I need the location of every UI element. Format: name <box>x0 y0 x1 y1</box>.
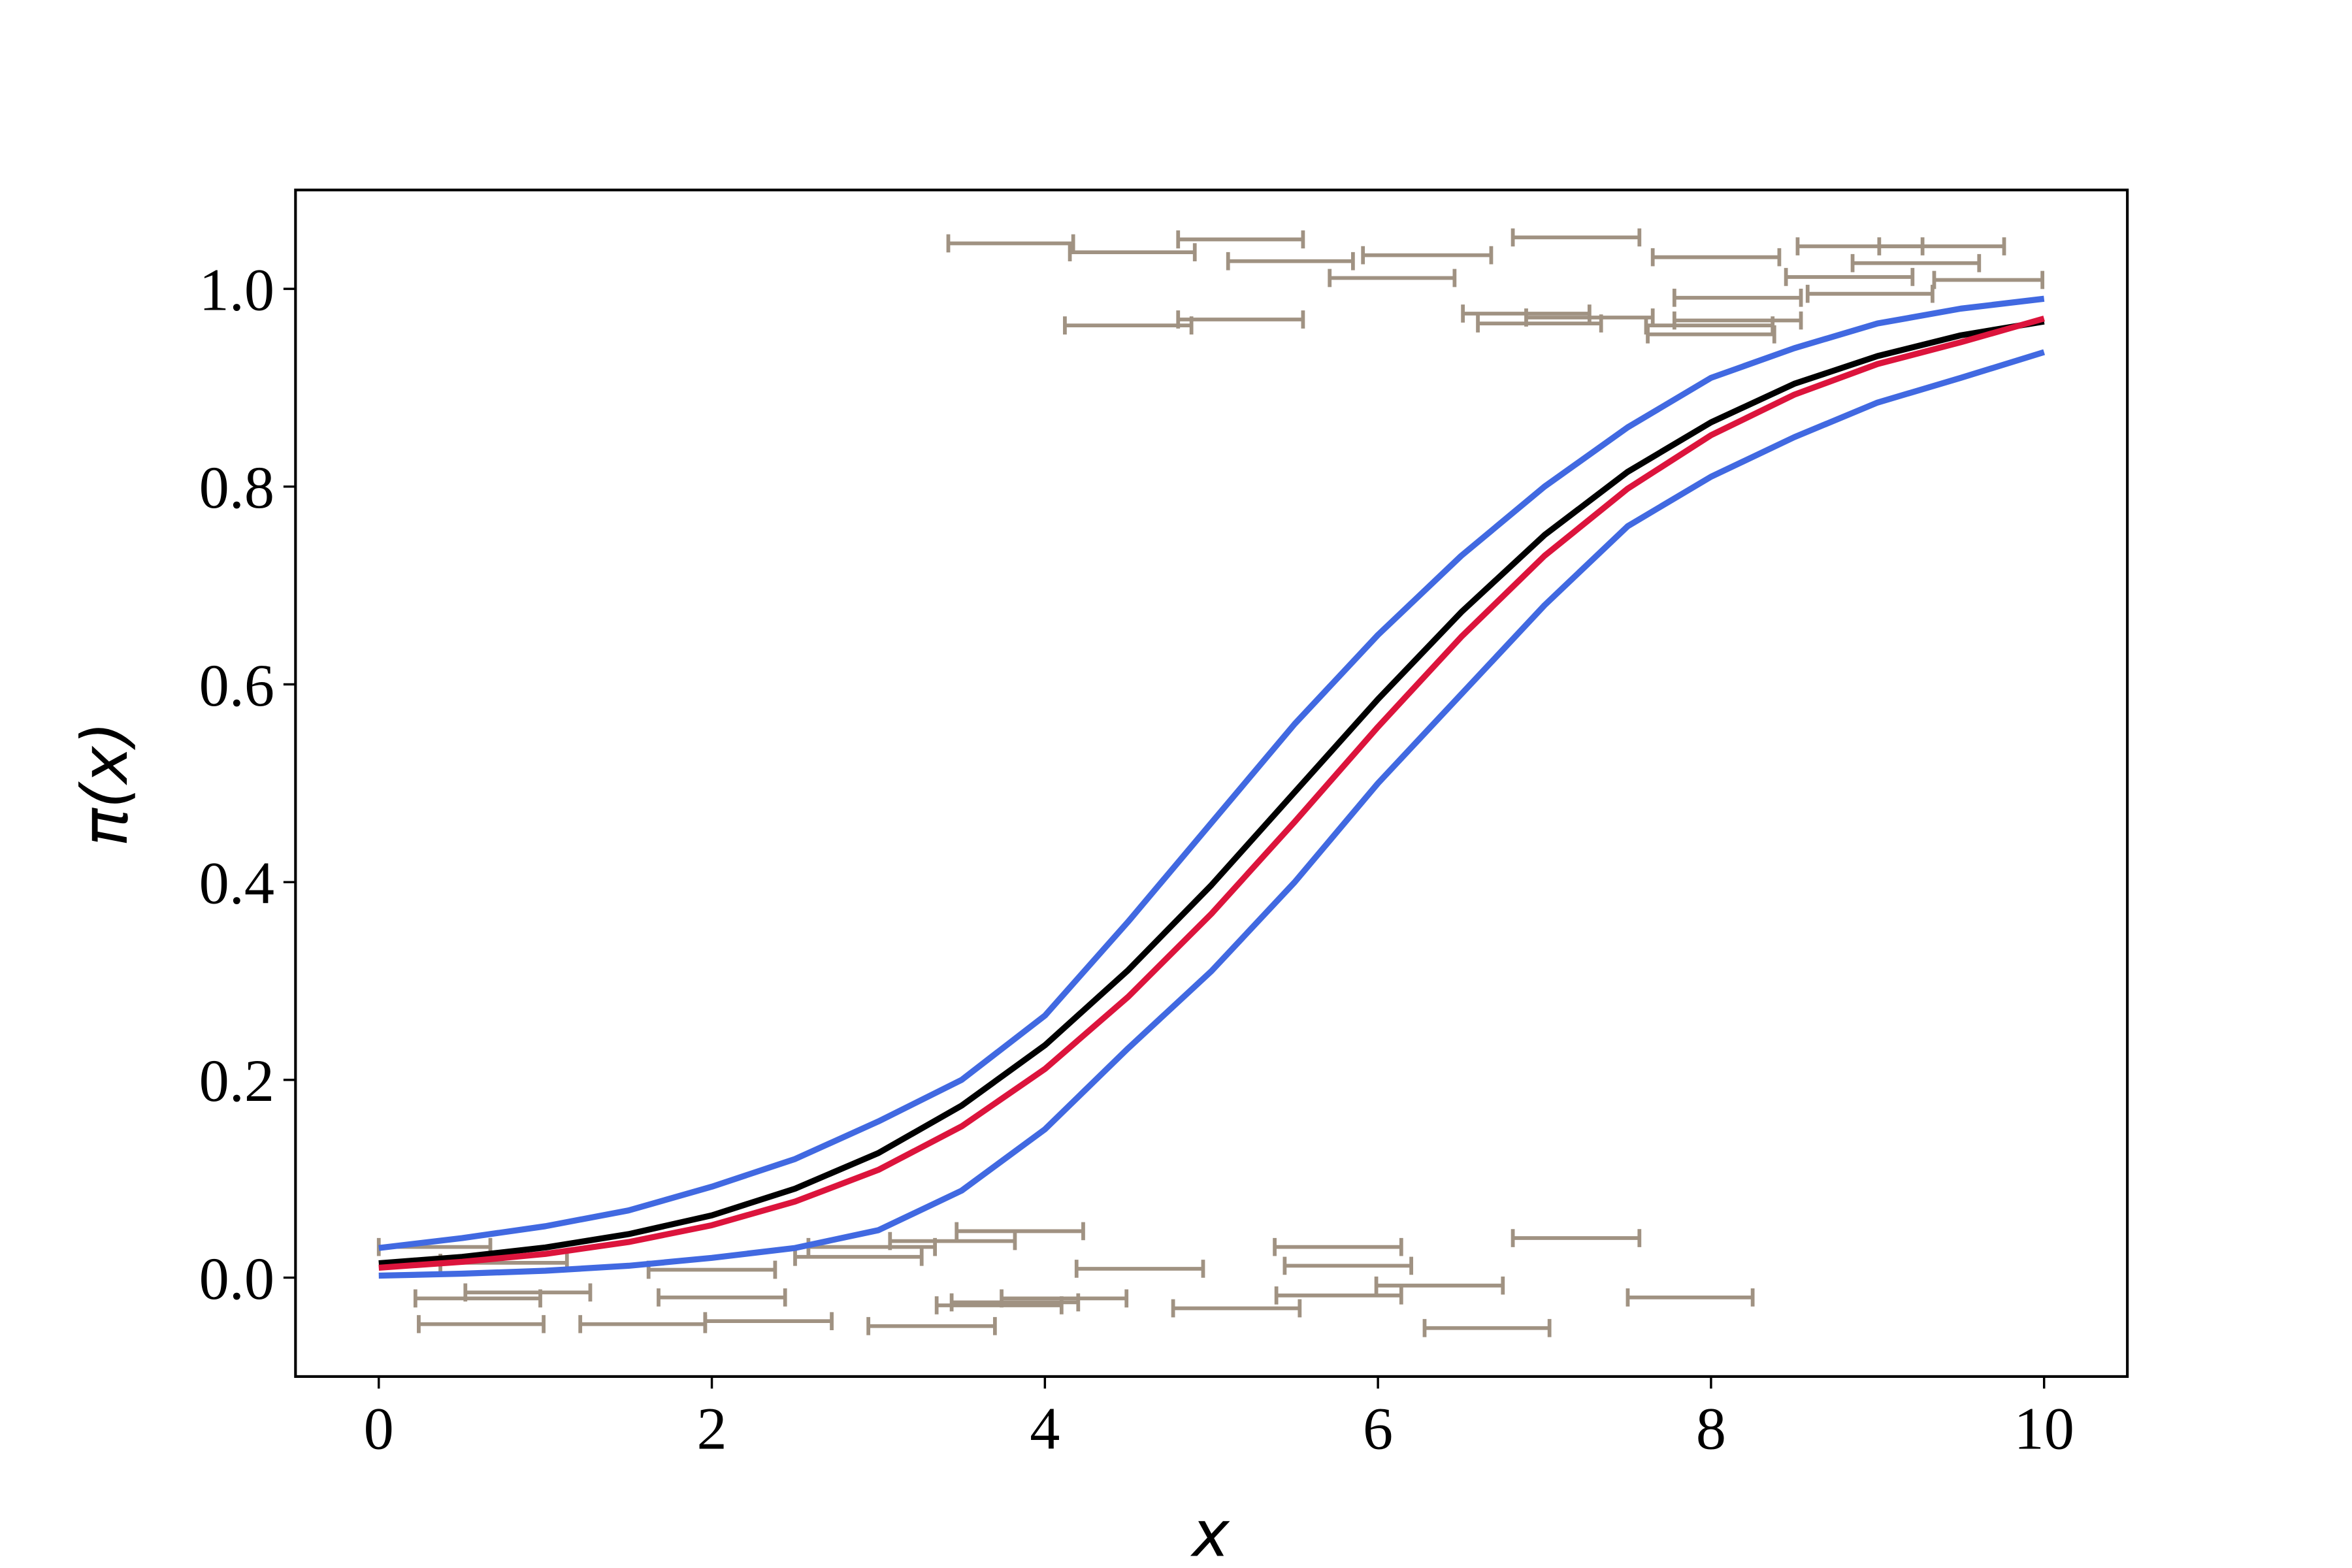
interval <box>1672 288 1803 307</box>
interval <box>1805 284 1935 303</box>
curve <box>378 295 2045 1251</box>
interval <box>1784 268 1915 286</box>
interval <box>1625 1288 1755 1307</box>
interval <box>946 234 1075 253</box>
y-tick-label: 0.6 <box>199 652 274 719</box>
interval <box>1877 237 2006 255</box>
curve <box>378 318 2045 1267</box>
interval <box>1672 311 1803 330</box>
plot-frame <box>294 188 2129 1378</box>
x-axis-label: x <box>1190 1497 1230 1568</box>
x-tick-label: 8 <box>1696 1396 1726 1462</box>
interval <box>1171 1299 1302 1318</box>
interval <box>1422 1318 1552 1337</box>
interval <box>1511 1229 1642 1247</box>
interval <box>1374 1276 1505 1295</box>
interval <box>866 1316 997 1335</box>
interval <box>1226 252 1355 270</box>
interval <box>1000 1289 1129 1308</box>
y-tick-label: 0.8 <box>199 454 274 521</box>
interval <box>1074 1260 1205 1278</box>
x-tick-label: 0 <box>364 1396 394 1462</box>
x-tick-label: 6 <box>1363 1396 1393 1462</box>
x-tick-label: 2 <box>696 1396 727 1462</box>
interval <box>1282 1256 1413 1275</box>
y-tick-label: 0.0 <box>199 1245 274 1312</box>
interval <box>1511 228 1642 247</box>
interval <box>1850 253 1982 272</box>
interval <box>888 1232 1017 1250</box>
x-tick-label: 10 <box>2014 1396 2074 1462</box>
interval <box>1176 310 1305 329</box>
interval <box>1068 243 1197 261</box>
y-tick-label: 0.4 <box>199 850 274 917</box>
y-axis-label: π(x) <box>68 721 142 846</box>
interval <box>1176 230 1305 249</box>
interval <box>1646 325 1776 344</box>
interval <box>657 1288 787 1307</box>
interval <box>1328 269 1457 287</box>
interval <box>417 1315 546 1333</box>
curve <box>378 316 2045 1271</box>
interval <box>1274 1286 1403 1305</box>
curve <box>378 349 2046 1279</box>
y-tick-label: 0.2 <box>199 1047 274 1114</box>
interval <box>463 1283 593 1302</box>
interval <box>949 1293 1081 1312</box>
x-tick-label: 4 <box>1030 1396 1060 1462</box>
interval <box>1650 248 1782 267</box>
y-tick-label: 1.0 <box>199 256 274 323</box>
interval <box>703 1312 834 1331</box>
interval <box>1273 1237 1403 1256</box>
interval <box>955 1222 1085 1241</box>
interval <box>1361 246 1494 265</box>
